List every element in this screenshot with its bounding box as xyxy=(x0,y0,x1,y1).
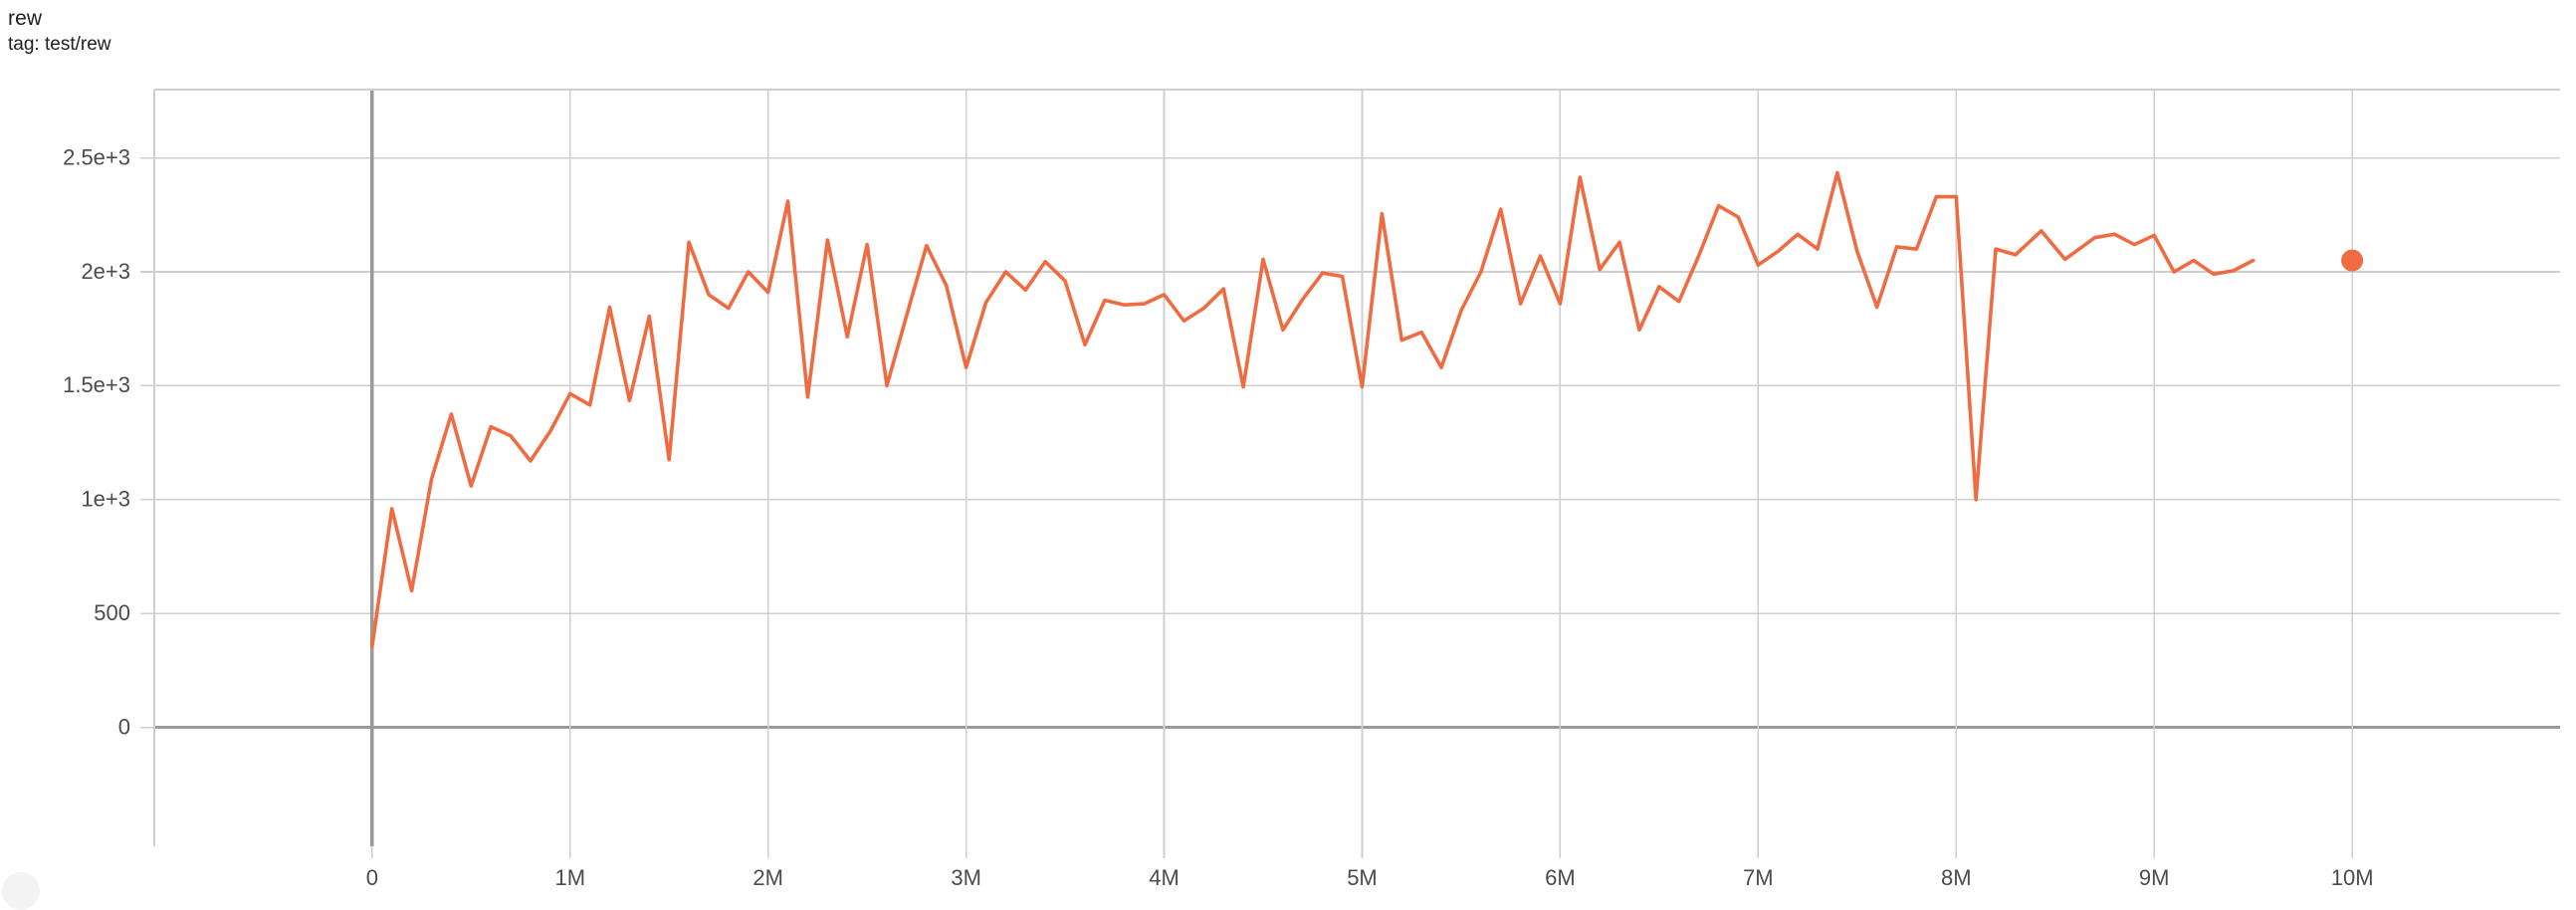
x-axis-tick-label: 0 xyxy=(366,865,378,890)
y-axis-tick-label: 2e+3 xyxy=(81,259,130,284)
data-series-line[interactable] xyxy=(370,170,2255,649)
page-title: rew xyxy=(8,7,43,30)
x-axis-tick-label: 6M xyxy=(1545,865,1576,890)
y-axis-tick-label: 2.5e+3 xyxy=(63,144,130,169)
corner-badge xyxy=(2,872,40,910)
x-axis-tick-label: 5M xyxy=(1347,865,1378,890)
x-axis-tick-label: 1M xyxy=(554,865,585,890)
x-axis-tick-label: 9M xyxy=(2139,865,2170,890)
y-axis-tick-label: 500 xyxy=(94,600,130,625)
data-series-layer[interactable] xyxy=(370,170,2364,649)
x-axis-tick-label: 7M xyxy=(1743,865,1774,890)
data-series-endpoint-dot[interactable] xyxy=(2341,249,2364,272)
x-axis-tick-labels: 0 1M 2M 3M 4M 5M 6M 7M 8M 9M 10M xyxy=(366,865,2374,890)
grid-lines xyxy=(153,89,2560,846)
y-axis-tick-label: 0 xyxy=(118,714,130,739)
x-axis-tick-label: 8M xyxy=(1941,865,1972,890)
x-axis-tick-label: 4M xyxy=(1149,865,1180,890)
x-axis-tick-label: 3M xyxy=(951,865,981,890)
x-axis-tick-label: 10M xyxy=(2331,865,2374,890)
x-axis-tick-label: 2M xyxy=(752,865,783,890)
y-axis-tick-label: 1e+3 xyxy=(81,487,130,512)
y-axis-tick-labels: 0 500 1e+3 1.5e+3 2e+3 2.5e+3 xyxy=(63,144,130,739)
tick-marks xyxy=(140,156,2353,858)
chart-header: rew tag: test/rew xyxy=(8,6,111,57)
chart-tag-label: tag: test/rew xyxy=(8,34,111,56)
y-axis-tick-label: 1.5e+3 xyxy=(63,372,130,397)
